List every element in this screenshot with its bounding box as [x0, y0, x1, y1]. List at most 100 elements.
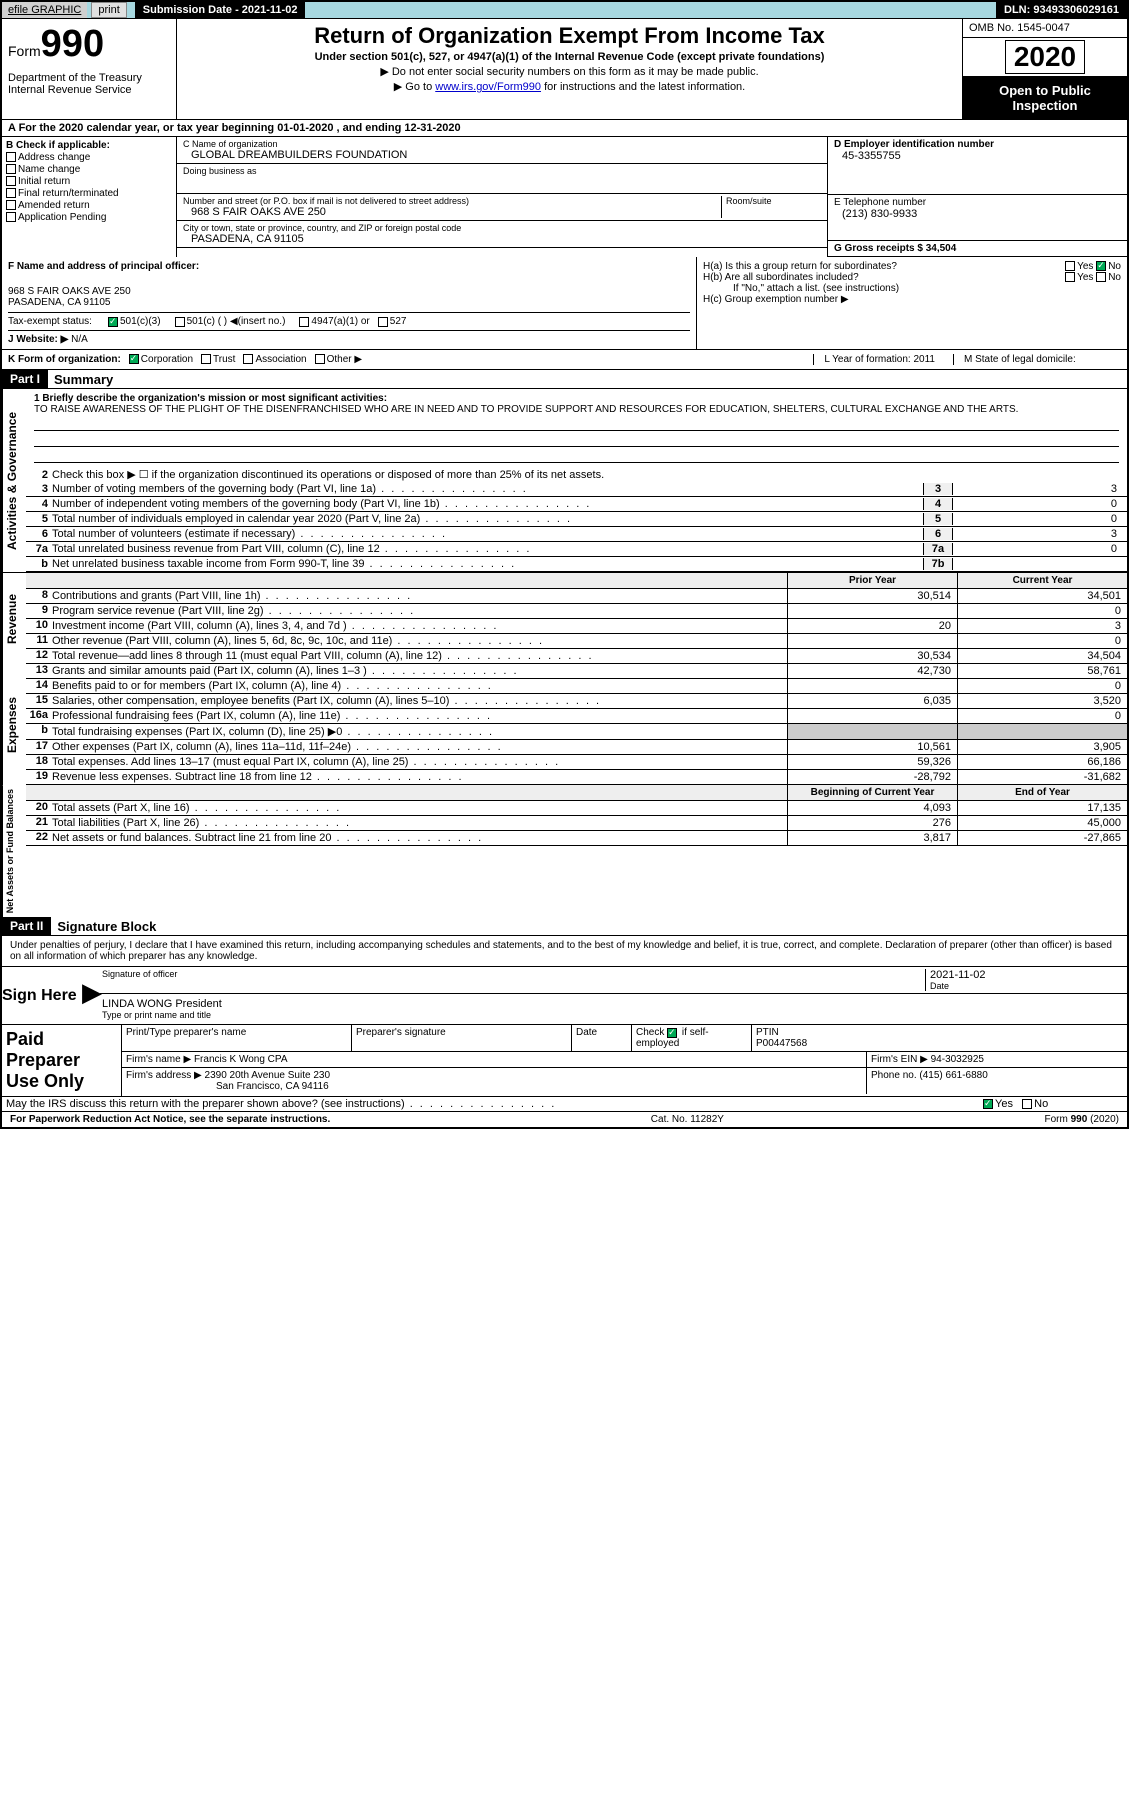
row-text: Total number of volunteers (estimate if … [52, 528, 923, 540]
ptin-cell: PTIN P00447568 [752, 1025, 1127, 1051]
net-col-headers: Beginning of Current Year End of Year [26, 785, 1127, 801]
omb: OMB No. 1545-0047 [963, 19, 1127, 38]
chk-501c3[interactable] [108, 317, 118, 327]
row-text: Grants and similar amounts paid (Part IX… [52, 664, 787, 678]
row-box: 4 [923, 498, 953, 510]
row-num: 8 [26, 589, 52, 603]
prior-year: 3,817 [787, 831, 957, 845]
sign-here: Sign Here [2, 967, 82, 1024]
discuss-yes[interactable] [983, 1099, 993, 1109]
department: Department of the Treasury Internal Reve… [8, 72, 170, 96]
dba-label: Doing business as [183, 166, 821, 176]
chk-pending[interactable]: Application Pending [6, 212, 172, 223]
efile-link[interactable]: efile GRAPHIC [2, 2, 87, 18]
mission-text: TO RAISE AWARENESS OF THE PLIGHT OF THE … [34, 404, 1119, 415]
hc-label: H(c) Group exemption number ▶ [703, 294, 1121, 305]
org-name: GLOBAL DREAMBUILDERS FOUNDATION [191, 149, 821, 161]
end-year-hdr: End of Year [957, 785, 1127, 800]
current-year: 34,504 [957, 649, 1127, 663]
prior-year [787, 724, 957, 739]
row-num: 9 [26, 604, 52, 618]
chk-trust[interactable] [201, 354, 211, 364]
4947a1: 4947(a)(1) or [311, 316, 369, 327]
website-val: N/A [71, 334, 88, 345]
note2-post: for instructions and the latest informat… [541, 81, 745, 93]
principal-left: F Name and address of principal officer:… [2, 257, 697, 349]
top-bar: efile GRAPHIC print Submission Date - 20… [2, 2, 1127, 19]
row-text: Net unrelated business taxable income fr… [52, 558, 923, 570]
chk-final[interactable]: Final return/terminated [6, 188, 172, 199]
expenses-body: 13 Grants and similar amounts paid (Part… [26, 664, 1127, 785]
principal-addr1: 968 S FAIR OAKS AVE 250 [8, 286, 690, 297]
chk-selfemp[interactable] [667, 1028, 677, 1038]
hb-yes[interactable] [1065, 272, 1075, 282]
row-text: Total assets (Part X, line 16) [52, 801, 787, 815]
discuss-no[interactable] [1022, 1099, 1032, 1109]
chk-4947[interactable] [299, 317, 309, 327]
chk-addr[interactable]: Address change [6, 152, 172, 163]
row-num: 12 [26, 649, 52, 663]
city-box: City or town, state or province, country… [177, 221, 827, 248]
financial-row: 19 Revenue less expenses. Subtract line … [26, 770, 1127, 785]
gross-label: G Gross receipts $ 34,504 [834, 243, 956, 254]
open-public: Open to Public Inspection [963, 77, 1127, 119]
chk-other[interactable] [315, 354, 325, 364]
part2-title: Signature Block [57, 919, 156, 934]
print-button[interactable]: print [91, 2, 126, 18]
current-year: -27,865 [957, 831, 1127, 845]
prior-year-hdr: Prior Year [787, 573, 957, 588]
financial-row: 17 Other expenses (Part IX, column (A), … [26, 740, 1127, 755]
chk-amended[interactable]: Amended return [6, 200, 172, 211]
financial-row: 8 Contributions and grants (Part VIII, l… [26, 589, 1127, 604]
part1-badge: Part I [2, 370, 48, 388]
row-box: 6 [923, 528, 953, 540]
title-box: Return of Organization Exempt From Incom… [177, 19, 962, 119]
chk-initial[interactable]: Initial return [6, 176, 172, 187]
527: 527 [390, 316, 407, 327]
principal-right: H(a) Is this a group return for subordin… [697, 257, 1127, 349]
chk-527[interactable] [378, 317, 388, 327]
dln: DLN: 93493306029161 [996, 2, 1127, 18]
chk-name[interactable]: Name change [6, 164, 172, 175]
firm-addr2: San Francisco, CA 94116 [126, 1081, 862, 1092]
prior-year: 59,326 [787, 755, 957, 769]
phone-val: (415) 661-6880 [919, 1070, 987, 1081]
row-text: Program service revenue (Part VIII, line… [52, 604, 787, 618]
chk-501c[interactable] [175, 317, 185, 327]
activity-row: 4 Number of independent voting members o… [26, 497, 1127, 512]
financial-row: 9 Program service revenue (Part VIII, li… [26, 604, 1127, 619]
chk-corp[interactable] [129, 354, 139, 364]
footer-mid: Cat. No. 11282Y [651, 1114, 724, 1125]
ha-no[interactable] [1096, 261, 1106, 271]
m-label: M State of legal domicile: [953, 354, 1113, 365]
q1-label: 1 Briefly describe the organization's mi… [34, 393, 387, 404]
row-text: Other revenue (Part VIII, column (A), li… [52, 634, 787, 648]
row-box: 5 [923, 513, 953, 525]
form-header: Form990 Department of the Treasury Inter… [2, 19, 1127, 120]
row-val: 0 [953, 498, 1123, 510]
col-b: B Check if applicable: Address change Na… [2, 137, 177, 257]
row-num: 17 [26, 740, 52, 754]
row-val: 3 [953, 528, 1123, 540]
row-text: Revenue less expenses. Subtract line 18 … [52, 770, 787, 784]
ha-yes[interactable] [1065, 261, 1075, 271]
city-label: City or town, state or province, country… [183, 223, 821, 233]
row-text: Salaries, other compensation, employee b… [52, 694, 787, 708]
row-text: Other expenses (Part IX, column (A), lin… [52, 740, 787, 754]
current-year: 3,520 [957, 694, 1127, 708]
vert-net: Net Assets or Fund Balances [2, 785, 26, 917]
vert-activities: Activities & Governance [2, 389, 26, 572]
f-label: F Name and address of principal officer: [8, 261, 199, 272]
dba-box: Doing business as [177, 164, 827, 194]
irs-link[interactable]: www.irs.gov/Form990 [435, 81, 541, 93]
sig-date-label: Date [930, 981, 1125, 991]
row-num: 20 [26, 801, 52, 815]
financial-row: 20 Total assets (Part X, line 16) 4,093 … [26, 801, 1127, 816]
activity-row: 3 Number of voting members of the govern… [26, 482, 1127, 497]
chk-assoc[interactable] [243, 354, 253, 364]
prior-year [787, 604, 957, 618]
row-num: 13 [26, 664, 52, 678]
sig-declaration: Under penalties of perjury, I declare th… [2, 936, 1127, 967]
ha-label: H(a) Is this a group return for subordin… [703, 261, 897, 272]
hb-no[interactable] [1096, 272, 1106, 282]
